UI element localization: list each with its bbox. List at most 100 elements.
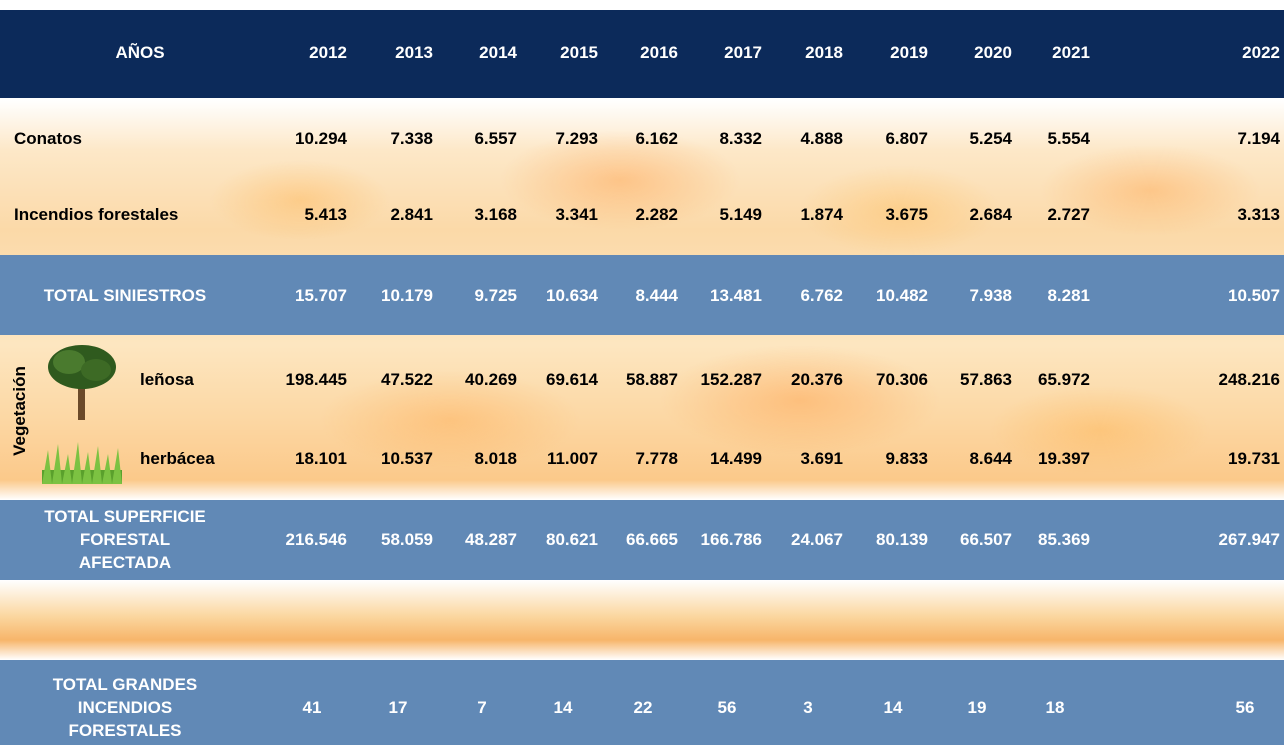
cell-value: 17 (388, 698, 408, 717)
row-label: AFECTADA (78, 553, 172, 572)
cell-value: 6.162 (635, 129, 678, 148)
cell-value: 10.294 (295, 129, 347, 148)
cell-value: 65.972 (1038, 370, 1090, 389)
cell-value: 85.369 (1038, 530, 1090, 549)
header-label: AÑOS (115, 43, 165, 62)
fire-strip (0, 580, 1284, 660)
cell-value: 267.947 (1218, 530, 1280, 549)
year: 2014 (479, 43, 517, 62)
cell-value: 1.874 (800, 205, 843, 224)
cell-value: 19.731 (1228, 449, 1280, 468)
cell-value: 47.522 (381, 370, 433, 389)
cell-value: 20.376 (791, 370, 843, 389)
cell-value: 80.139 (876, 530, 928, 549)
cell-value: 18 (1045, 698, 1065, 717)
cell-value: 248.216 (1218, 370, 1280, 389)
cell-value: 2.727 (1047, 205, 1090, 224)
cell-value: 7.338 (390, 129, 433, 148)
row-label: TOTAL SUPERFICIE (44, 507, 206, 526)
cell-value: 14 (553, 698, 573, 717)
cell-value: 24.067 (791, 530, 843, 549)
cell-value: 7.293 (555, 129, 598, 148)
cell-value: 7.938 (969, 286, 1012, 305)
cell-value: 70.306 (876, 370, 928, 389)
cell-value: 3.341 (555, 205, 598, 224)
year: 2020 (974, 43, 1012, 62)
row-label: herbácea (140, 449, 215, 468)
cell-value: 7.194 (1237, 129, 1280, 148)
total-band (0, 500, 1284, 580)
cell-value: 6.557 (474, 129, 517, 148)
cell-value: 10.537 (381, 449, 433, 468)
cell-value: 19 (967, 698, 987, 717)
cell-value: 56 (1235, 698, 1255, 717)
row-label: Conatos (14, 129, 82, 148)
grass-icon (42, 442, 122, 484)
year: 2013 (395, 43, 433, 62)
cell-value: 8.018 (474, 449, 517, 468)
cell-value: 58.887 (626, 370, 678, 389)
row-label: FORESTAL (79, 530, 171, 549)
cell-value: 7 (477, 698, 487, 717)
cell-value: 7.778 (635, 449, 678, 468)
cell-value: 10.507 (1228, 286, 1280, 305)
year: 2017 (724, 43, 762, 62)
cell-value: 3.675 (885, 205, 928, 224)
cell-value: 3.168 (474, 205, 517, 224)
cell-value: 11.007 (546, 449, 598, 468)
row-label: FORESTALES (68, 721, 182, 740)
cell-value: 41 (302, 698, 322, 717)
row-label: TOTAL SINIESTROS (43, 286, 207, 305)
total-band (0, 255, 1284, 335)
cell-value: 22 (633, 698, 653, 717)
cell-value: 8.281 (1047, 286, 1090, 305)
cell-value: 4.888 (800, 129, 843, 148)
cell-value: 8.332 (719, 129, 762, 148)
cell-value: 57.863 (960, 370, 1012, 389)
cell-value: 6.807 (885, 129, 928, 148)
cell-value: 18.101 (295, 449, 347, 468)
cell-value: 2.684 (969, 205, 1012, 224)
cell-value: 80.621 (546, 530, 598, 549)
row-label: leñosa (140, 370, 194, 389)
cell-value: 3.313 (1237, 205, 1280, 224)
year: 2012 (309, 43, 347, 62)
cell-value: 66.665 (626, 530, 678, 549)
cell-value: 198.445 (285, 370, 347, 389)
row-label: TOTAL GRANDES (52, 675, 198, 694)
cell-value: 6.762 (800, 286, 843, 305)
cell-value: 8.644 (969, 449, 1012, 468)
year: 2018 (805, 43, 843, 62)
year: 2015 (560, 43, 598, 62)
total-band (0, 660, 1284, 745)
cell-value: 152.287 (700, 370, 762, 389)
cell-value: 5.413 (304, 205, 347, 224)
cell-value: 56 (717, 698, 737, 717)
cell-value: 5.149 (719, 205, 762, 224)
cell-value: 8.444 (635, 286, 678, 305)
cell-value: 9.725 (474, 286, 517, 305)
cell-value: 69.614 (546, 370, 598, 389)
cell-value: 3 (803, 698, 813, 717)
vegetation-label: Vegetación (10, 366, 29, 456)
cell-value: 58.059 (381, 530, 433, 549)
year: 2019 (890, 43, 928, 62)
cell-value: 3.691 (800, 449, 843, 468)
cell-value: 14 (883, 698, 903, 717)
cell-value: 66.507 (960, 530, 1012, 549)
cell-value: 15.707 (295, 286, 347, 305)
cell-value: 19.397 (1038, 449, 1090, 468)
cell-value: 10.634 (546, 286, 598, 305)
cell-value: 2.282 (635, 205, 678, 224)
cell-value: 48.287 (465, 530, 517, 549)
row-label: INCENDIOS (77, 698, 173, 717)
cell-value: 2.841 (390, 205, 433, 224)
cell-value: 166.786 (700, 530, 762, 549)
cell-value: 5.554 (1047, 129, 1090, 148)
cell-value: 13.481 (710, 286, 762, 305)
tree-icon (48, 345, 116, 420)
cell-value: 10.179 (381, 286, 433, 305)
cell-value: 14.499 (710, 449, 762, 468)
year: 2021 (1052, 43, 1090, 62)
